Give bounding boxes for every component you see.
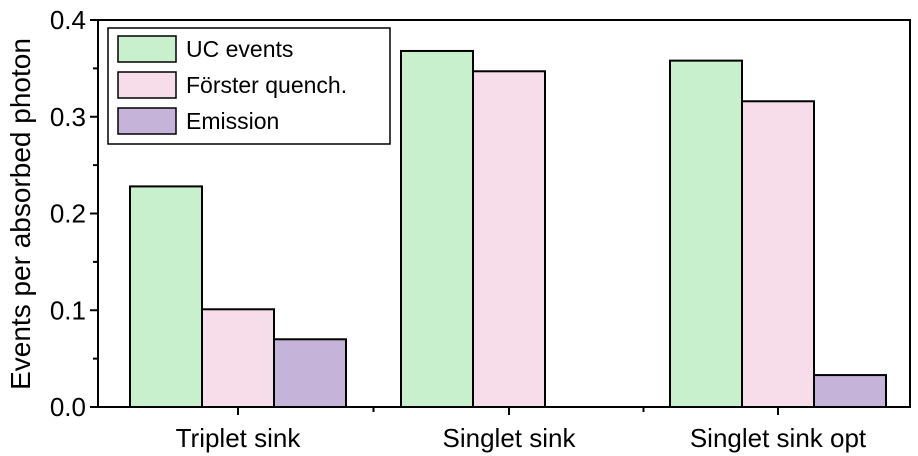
legend-swatch-emission bbox=[117, 107, 177, 135]
legend-swatch-forster-quench bbox=[117, 71, 177, 99]
bar-singlet-sink-forster-quench bbox=[472, 70, 546, 408]
y-axis-title: Events per absorbed photon bbox=[5, 38, 36, 390]
y-tick-label: 0.2 bbox=[50, 199, 86, 229]
bar-triplet-sink-uc-events bbox=[129, 185, 203, 408]
bars-group bbox=[129, 49, 887, 409]
bar-singlet-sink-uc-events bbox=[400, 49, 474, 409]
x-tick-label-singlet-sink-opt: Singlet sink opt bbox=[690, 423, 867, 453]
legend: UC events Förster quench. Emission bbox=[107, 27, 391, 145]
bar-singlet-sink-opt-uc-events bbox=[669, 59, 743, 408]
legend-label-uc-events: UC events bbox=[186, 36, 293, 62]
x-tick-label-singlet-sink: Singlet sink bbox=[443, 423, 577, 453]
legend-label-emission: Emission bbox=[186, 108, 279, 134]
bar-triplet-sink-forster-quench bbox=[201, 308, 275, 408]
y-tick-label: 0.0 bbox=[50, 392, 86, 422]
y-tick-label: 0.1 bbox=[50, 295, 86, 325]
x-tick-label-triplet-sink: Triplet sink bbox=[176, 423, 302, 453]
y-tick-label: 0.3 bbox=[50, 102, 86, 132]
legend-label-forster-quench: Förster quench. bbox=[186, 72, 347, 98]
y-tick-label: 0.4 bbox=[50, 5, 86, 35]
bar-triplet-sink-emission bbox=[273, 338, 347, 408]
axes-group: 0.0 0.1 0.2 0.3 0.4 Triplet sink Singlet sink S… bbox=[50, 5, 911, 453]
legend-swatch-uc-events bbox=[117, 35, 177, 63]
bar-singlet-sink-opt-emission bbox=[813, 374, 887, 409]
bar-singlet-sink-opt-forster-quench bbox=[741, 100, 815, 409]
